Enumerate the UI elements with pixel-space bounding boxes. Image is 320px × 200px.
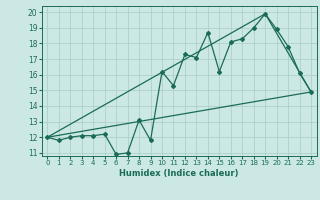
X-axis label: Humidex (Indice chaleur): Humidex (Indice chaleur)	[119, 169, 239, 178]
